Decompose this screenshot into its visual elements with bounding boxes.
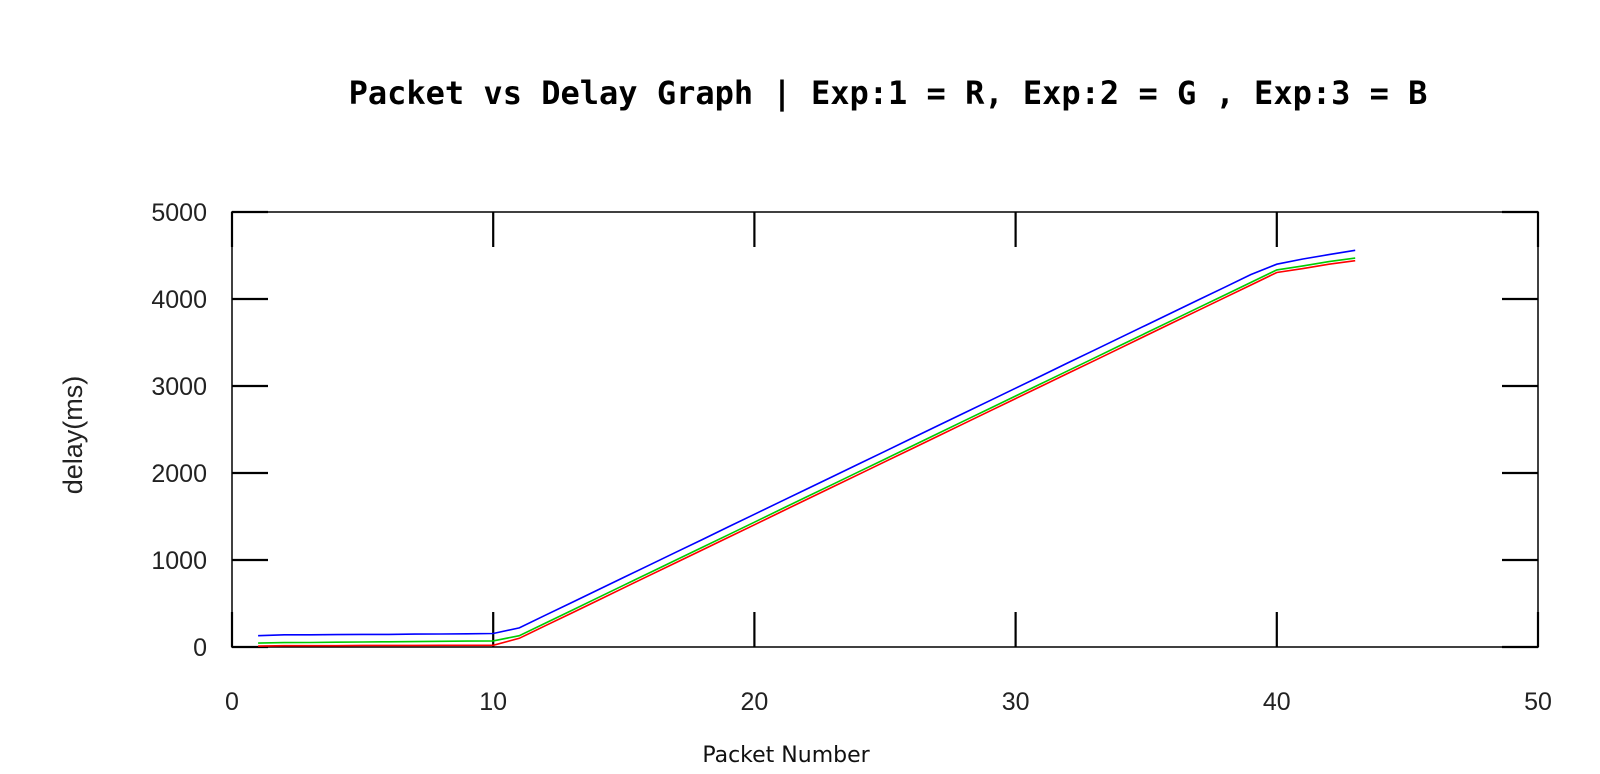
x-tick-label: 20: [740, 688, 768, 716]
y-tick-label: 2000: [151, 460, 207, 488]
y-tick-label: 0: [193, 634, 207, 662]
y-tick-label: 1000: [151, 547, 207, 575]
series-line-1: [258, 259, 1356, 647]
x-axis-label: Packet Number: [702, 743, 870, 768]
series-layer: [258, 249, 1356, 647]
y-axis-label: delay(ms): [58, 376, 88, 495]
axes: 0 10 20 30 40 50 0 1000 2000 3000 4000 5000: [151, 199, 1552, 716]
series-line-2: [258, 257, 1356, 644]
x-tick-label: 0: [225, 688, 239, 716]
x-tick-label: 10: [479, 688, 507, 716]
x-tick-label: 40: [1263, 688, 1291, 716]
plot-frame: [231, 211, 1539, 648]
y-tick-label: 4000: [151, 286, 207, 314]
y-tick-label: 3000: [151, 373, 207, 401]
x-tick-label: 30: [1002, 688, 1030, 716]
x-tick-label: 50: [1524, 688, 1552, 716]
y-tick-label: 5000: [151, 199, 207, 227]
chart-title: Packet vs Delay Graph | Exp:1 = R, Exp:2…: [349, 74, 1428, 113]
series-line-3: [258, 249, 1356, 637]
